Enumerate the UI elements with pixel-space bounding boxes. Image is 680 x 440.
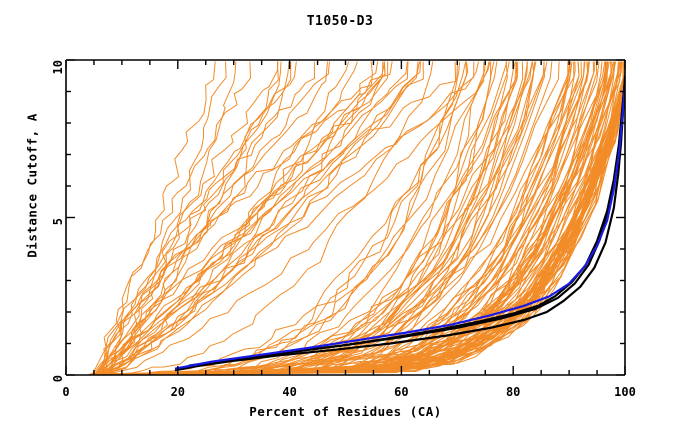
prediction-curve [108,61,457,375]
x-tick-label: 100 [614,385,636,399]
prediction-curve [100,61,330,375]
prediction-curve [90,61,461,375]
y-tick-label: 0 [51,375,65,383]
prediction-curve [96,61,290,375]
x-tick-label: 60 [394,385,409,399]
prediction-curve [100,61,279,375]
prediction-curve [95,61,569,375]
prediction-curve [103,61,424,375]
prediction-curve [105,61,419,375]
prediction-curve [93,61,216,375]
x-tick-label: 40 [282,385,297,399]
prediction-curve [93,61,480,375]
prediction-curve [92,86,625,375]
prediction-curve [99,61,386,375]
prediction-curve [106,61,491,375]
x-tick-label: 80 [505,385,521,399]
prediction-curve [97,61,237,375]
prediction-curve [97,61,409,375]
curves-layer [88,61,625,375]
prediction-curve [106,61,422,375]
prediction-curve [97,86,625,375]
prediction-curve [109,61,297,375]
prediction-curve [102,61,316,375]
reference-curve-blue-reference [174,85,625,370]
prediction-curve [92,61,389,375]
y-tick-label: 5 [51,217,65,225]
prediction-curve [99,61,384,375]
x-axis-label: Percent of Residues (CA) [249,404,442,419]
prediction-curve [96,61,606,375]
prediction-curve [100,61,358,375]
prediction-curve [98,61,379,375]
y-axis-label: Distance Cutoff, A [24,113,40,258]
prediction-curve [95,61,373,375]
prediction-curve [97,61,282,375]
reference-curve-black-reference-1 [174,75,625,372]
x-tick-label: 20 [170,385,186,399]
y-tick-label: 10 [51,60,65,75]
prediction-curve [97,61,252,375]
prediction-curve [99,61,434,375]
chart-title: T1050-D3 [306,14,374,29]
prediction-curve [107,61,468,375]
x-tick-label: 0 [62,385,70,399]
axes-layer [65,59,626,376]
